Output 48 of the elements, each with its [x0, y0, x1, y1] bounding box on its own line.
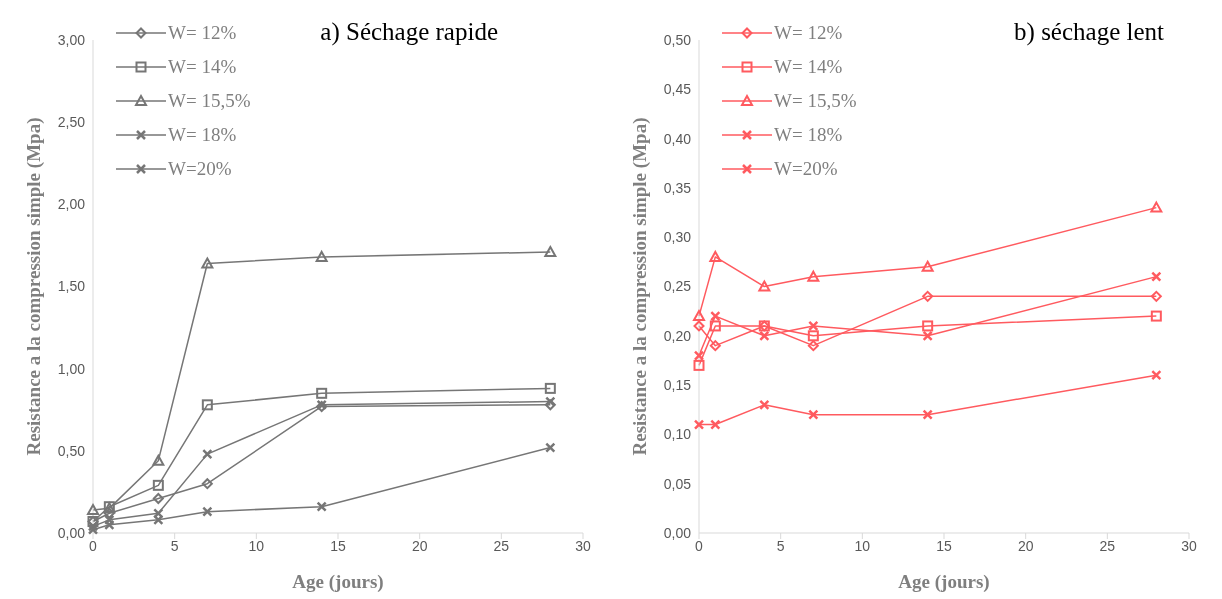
- x-tick-label: 30: [575, 537, 591, 554]
- y-tick-label: 0,00: [663, 524, 692, 541]
- y-tick-label: 0,05: [663, 475, 692, 492]
- y-axis-title: Resistance a la compression simple (Mpa): [22, 117, 45, 456]
- legend-label: W= 18%: [168, 124, 237, 146]
- legend-label: W= 14%: [774, 56, 843, 78]
- chart-title: b) séchage lent: [1014, 18, 1164, 46]
- y-tick-label: 1,50: [57, 278, 86, 295]
- y-tick-label: 0,45: [663, 81, 692, 98]
- x-tick-label: 25: [1099, 537, 1116, 554]
- x-axis-title: Age (jours): [292, 571, 384, 593]
- legend-label: W= 12%: [774, 22, 843, 44]
- y-tick-label: 2,50: [57, 114, 86, 131]
- y-tick-label: 0,20: [663, 327, 692, 344]
- x-tick-label: 10: [248, 537, 265, 554]
- x-tick-label: 10: [854, 537, 871, 554]
- x-tick-label: 0: [89, 537, 98, 554]
- x-tick-label: 15: [330, 537, 346, 554]
- y-tick-label: 0,50: [57, 442, 86, 459]
- legend-label: W= 18%: [774, 124, 843, 146]
- y-axis-title: Resistance a la compression simple (Mpa): [628, 117, 651, 456]
- legend-label: W=20%: [774, 158, 838, 180]
- x-tick-label: 15: [936, 537, 952, 554]
- y-tick-label: 0,35: [663, 179, 692, 196]
- legend-label: W= 15,5%: [168, 90, 251, 112]
- y-tick-label: 0,25: [663, 278, 692, 295]
- x-tick-label: 0: [695, 537, 704, 554]
- legend-label: W= 14%: [168, 56, 237, 78]
- y-tick-label: 3,00: [57, 31, 86, 48]
- legend-label: W= 12%: [168, 22, 237, 44]
- x-axis-title: Age (jours): [898, 571, 990, 593]
- x-tick-label: 5: [170, 537, 179, 554]
- y-tick-label: 0,15: [663, 377, 692, 394]
- x-tick-label: 25: [493, 537, 510, 554]
- y-tick-label: 0,10: [663, 426, 692, 443]
- chart-title: a) Séchage rapide: [320, 18, 498, 46]
- legend-label: W= 15,5%: [774, 90, 857, 112]
- x-tick-label: 5: [776, 537, 785, 554]
- x-tick-label: 20: [411, 537, 428, 554]
- y-tick-label: 2,00: [57, 196, 86, 213]
- y-tick-label: 0,00: [57, 524, 86, 541]
- x-tick-label: 20: [1017, 537, 1034, 554]
- y-tick-label: 1,00: [57, 360, 86, 377]
- legend-label: W=20%: [168, 158, 232, 180]
- y-tick-label: 0,30: [663, 229, 692, 246]
- x-tick-label: 30: [1181, 537, 1197, 554]
- y-tick-label: 0,40: [663, 130, 692, 147]
- y-tick-label: 0,50: [663, 31, 692, 48]
